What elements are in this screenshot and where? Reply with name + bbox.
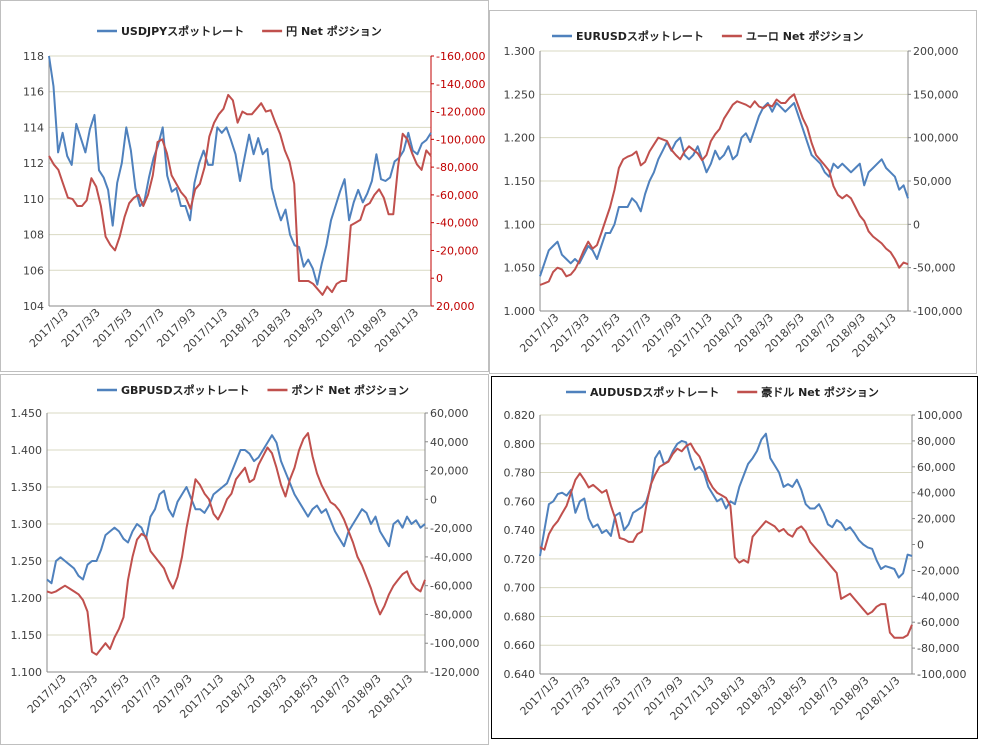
left-tick-label: 0.820 bbox=[504, 409, 536, 422]
right-tick-label: -60,000 bbox=[436, 189, 478, 202]
left-tick-label: 1.250 bbox=[11, 555, 43, 568]
right-tick-label: -120,000 bbox=[430, 666, 479, 679]
right-tick-label: 0 bbox=[436, 272, 443, 285]
right-tick-label: -120,000 bbox=[436, 106, 485, 119]
left-tick-label: 0.780 bbox=[504, 467, 536, 480]
right-tick-label: 20,000 bbox=[430, 465, 469, 478]
left-tick-label: 1.100 bbox=[11, 666, 43, 679]
left-tick-label: 0.660 bbox=[504, 639, 536, 652]
left-tick-label: 110 bbox=[23, 193, 44, 206]
right-tick-label: -40,000 bbox=[917, 590, 959, 603]
left-tick-label: 0.680 bbox=[504, 610, 536, 623]
left-tick-label: 0.700 bbox=[504, 582, 536, 595]
right-tick-label: 0 bbox=[430, 493, 437, 506]
right-tick-label: -80,000 bbox=[917, 642, 959, 655]
left-tick-label: 0.760 bbox=[504, 495, 536, 508]
audusd-chart: 0.820 0.800 0.780 0.760 0.740 0.720 0.700 0.680… bbox=[504, 385, 967, 723]
usdjpy-chart-panel: 118 116 114 112 110 108 106 104 -160,000 -140,000… bbox=[0, 0, 489, 372]
legend-label: 円 Net ポジション bbox=[286, 24, 382, 38]
right-tick-label: 40,000 bbox=[917, 487, 956, 500]
spot-rate-line bbox=[539, 102, 909, 277]
left-tick-label: 106 bbox=[23, 264, 44, 277]
right-tick-label: -160,000 bbox=[436, 50, 485, 63]
left-tick-label: 0.640 bbox=[504, 668, 536, 681]
right-tick-label: -20,000 bbox=[436, 244, 478, 257]
left-tick-label: 118 bbox=[23, 50, 44, 63]
left-tick-label: 1.350 bbox=[11, 481, 43, 494]
right-tick-label: -100,000 bbox=[917, 668, 966, 681]
right-tick-label: 100,000 bbox=[917, 409, 963, 422]
audusd-chart-panel: 0.820 0.800 0.780 0.760 0.740 0.720 0.700 0.680… bbox=[491, 376, 978, 739]
left-tick-label: 1.200 bbox=[504, 132, 536, 145]
right-tick-label: 60,000 bbox=[917, 461, 956, 474]
left-tick-label: 116 bbox=[23, 86, 44, 99]
gbpusd-chart: 1.450 1.400 1.350 1.300 1.250 1.200 1.150 1.100… bbox=[11, 383, 480, 721]
net-position-line bbox=[539, 93, 909, 286]
legend-label: GBPUSDスポットレート bbox=[121, 383, 249, 397]
left-tick-label: 104 bbox=[23, 300, 44, 313]
left-tick-label: 1.200 bbox=[11, 592, 43, 605]
left-tick-label: 1.450 bbox=[11, 407, 43, 420]
spot-rate-line bbox=[48, 55, 432, 286]
left-tick-label: 1.300 bbox=[11, 518, 43, 531]
left-tick-label: 108 bbox=[23, 229, 44, 242]
right-tick-label: -60,000 bbox=[430, 580, 472, 593]
left-tick-label: 1.150 bbox=[11, 629, 43, 642]
left-tick-label: 112 bbox=[23, 157, 44, 170]
right-tick-label: 60,000 bbox=[430, 407, 469, 420]
legend-label: EURUSDスポットレート bbox=[576, 29, 704, 43]
right-tick-label: -20,000 bbox=[430, 522, 472, 535]
right-tick-label: -40,000 bbox=[430, 551, 472, 564]
usdjpy-chart: 118 116 114 112 110 108 106 104 -160,000 -140,000… bbox=[23, 24, 485, 355]
legend-label: ポンド Net ポジション bbox=[291, 383, 409, 397]
spot-rate-line bbox=[539, 432, 913, 579]
left-tick-label: 1.400 bbox=[11, 444, 43, 457]
right-tick-label: -140,000 bbox=[436, 78, 485, 91]
left-tick-label: 114 bbox=[23, 121, 44, 134]
right-tick-label: 80,000 bbox=[917, 435, 956, 448]
net-position-line bbox=[48, 93, 432, 296]
net-position-line bbox=[46, 432, 426, 656]
left-tick-label: 1.050 bbox=[504, 262, 536, 275]
left-tick-label: 1.150 bbox=[504, 175, 536, 188]
right-tick-label: 50,000 bbox=[913, 175, 952, 188]
right-tick-label: 0 bbox=[917, 539, 924, 552]
right-tick-label: -60,000 bbox=[917, 616, 959, 629]
right-tick-label: -80,000 bbox=[436, 161, 478, 174]
legend-label: ユーロ Net ポジション bbox=[746, 29, 864, 43]
legend-label: USDJPYスポットレート bbox=[121, 24, 244, 38]
right-tick-label: 20,000 bbox=[436, 300, 475, 313]
right-tick-label: 150,000 bbox=[913, 88, 959, 101]
left-tick-label: 1.000 bbox=[504, 305, 536, 318]
right-tick-label: 40,000 bbox=[430, 436, 469, 449]
right-tick-label: -50,000 bbox=[913, 262, 955, 275]
right-tick-label: -100,000 bbox=[436, 133, 485, 146]
left-tick-label: 1.300 bbox=[504, 45, 536, 58]
right-tick-label: -80,000 bbox=[430, 608, 472, 621]
left-tick-label: 0.720 bbox=[504, 553, 536, 566]
right-tick-label: -20,000 bbox=[917, 564, 959, 577]
spot-rate-line bbox=[46, 434, 426, 585]
right-tick-label: -40,000 bbox=[436, 217, 478, 230]
eurusd-chart: 1.300 1.250 1.200 1.150 1.100 1.050 1.000 200,0… bbox=[504, 29, 963, 360]
eurusd-chart-panel: 1.300 1.250 1.200 1.150 1.100 1.050 1.000 200,0… bbox=[489, 10, 977, 374]
right-tick-label: 0 bbox=[913, 218, 920, 231]
gbpusd-chart-panel: 1.450 1.400 1.350 1.300 1.250 1.200 1.150 1.100… bbox=[0, 374, 489, 745]
right-tick-label: 20,000 bbox=[917, 513, 956, 526]
left-tick-label: 1.100 bbox=[504, 218, 536, 231]
left-tick-label: 0.740 bbox=[504, 524, 536, 537]
legend-label: 豪ドル Net ポジション bbox=[761, 385, 879, 399]
right-tick-label: 100,000 bbox=[913, 132, 959, 145]
left-tick-label: 0.800 bbox=[504, 438, 536, 451]
right-tick-label: -100,000 bbox=[913, 305, 962, 318]
right-tick-label: 200,000 bbox=[913, 45, 959, 58]
right-tick-label: -100,000 bbox=[430, 637, 479, 650]
legend-label: AUDUSDスポットレート bbox=[590, 385, 719, 399]
left-tick-label: 1.250 bbox=[504, 88, 536, 101]
net-position-line bbox=[539, 442, 913, 639]
